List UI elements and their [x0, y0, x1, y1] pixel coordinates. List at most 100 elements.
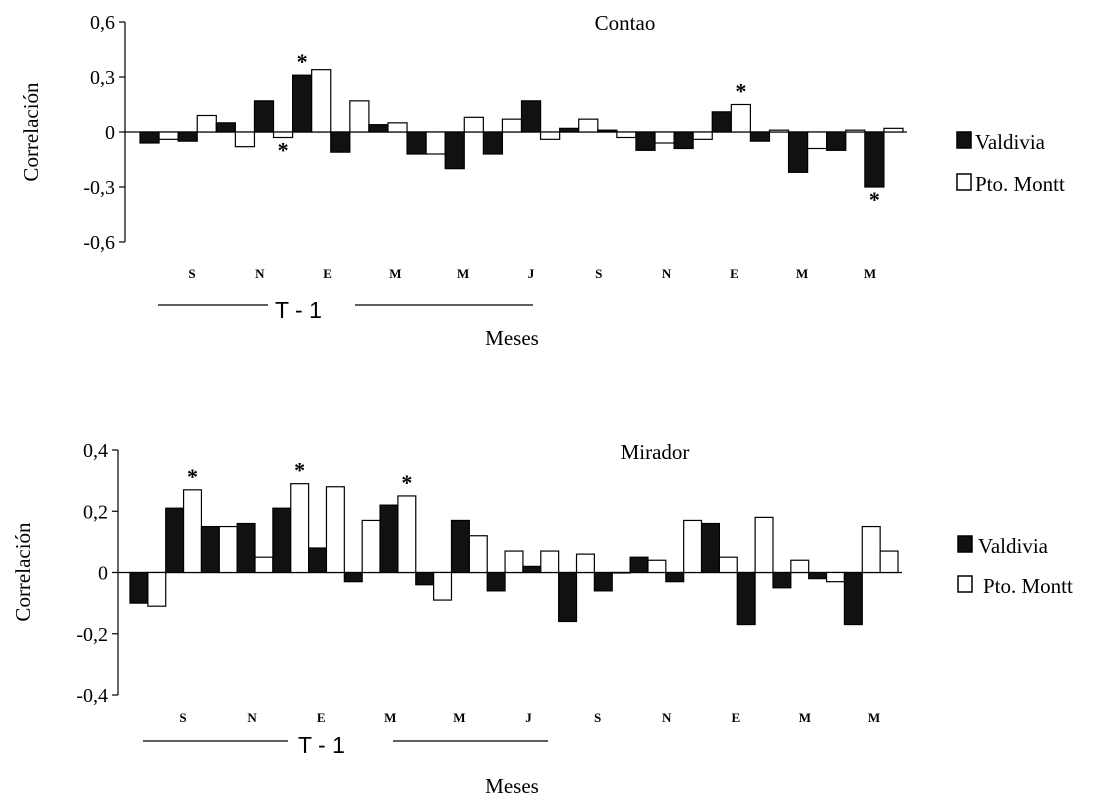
contao-chart: 0,6 0,3 0 -0,3 -0,6 * * * * S N E M M J S N E M M Contao Corr…: [19, 11, 907, 350]
bar-pto-montt: [692, 131, 713, 140]
bar-valdivia: [177, 131, 198, 142]
significance-marker: *: [278, 138, 289, 163]
y-tick-label: 0,6: [90, 12, 115, 34]
bar-valdivia: [635, 131, 656, 151]
month-label: N: [247, 710, 257, 725]
month-label: J: [525, 710, 532, 725]
bar-valdivia: [379, 504, 399, 574]
significance-marker: *: [735, 79, 746, 104]
month-label: M: [384, 710, 396, 725]
legend-swatch-valdivia: [957, 535, 973, 553]
significance-marker: *: [294, 458, 305, 483]
bar-pto-montt: [361, 519, 381, 574]
legend-swatch-pto-montt: [957, 575, 973, 593]
bar-pto-montt: [790, 559, 810, 574]
bar-valdivia: [558, 571, 578, 623]
month-label: M: [799, 710, 811, 725]
month-label: M: [864, 266, 876, 281]
bar-valdivia: [843, 571, 863, 626]
bar-pto-montt: [254, 556, 274, 574]
y-tick-label: 0,3: [90, 67, 115, 89]
month-label: S: [595, 266, 602, 281]
bar-pto-montt: [290, 483, 310, 574]
y-tick-label: 0,4: [83, 440, 108, 462]
month-label: N: [662, 710, 672, 725]
y-tick-label: -0,2: [76, 624, 108, 646]
bar-valdivia: [139, 131, 160, 144]
bar-valdivia: [215, 122, 236, 133]
bar-pto-montt: [463, 116, 484, 133]
bar-pto-montt: [845, 129, 866, 133]
bar-valdivia: [597, 129, 618, 133]
bar-pto-montt: [754, 516, 774, 574]
bar-valdivia: [292, 74, 313, 133]
bar-valdivia: [482, 131, 504, 155]
legend-label-valdivia: Valdivia: [978, 534, 1049, 558]
bar-pto-montt: [272, 131, 294, 139]
bar-pto-montt: [501, 118, 523, 133]
bar-pto-montt: [311, 69, 332, 133]
month-label: E: [730, 266, 739, 281]
bar-pto-montt: [147, 571, 167, 607]
bar-pto-montt: [539, 131, 561, 140]
period-label: T - 1: [298, 732, 345, 758]
chart-title: Contao: [595, 11, 656, 35]
bar-pto-montt: [433, 571, 453, 601]
month-label: M: [457, 266, 469, 281]
bar-pto-montt: [218, 525, 238, 574]
y-tick-label: -0,4: [76, 685, 108, 707]
period-label: T - 1: [275, 297, 322, 323]
month-label: M: [389, 266, 401, 281]
bar-pto-montt: [647, 559, 667, 574]
bar-pto-montt: [397, 495, 417, 574]
bar-pto-montt: [575, 553, 595, 574]
bar-valdivia: [253, 100, 275, 133]
bar-pto-montt: [807, 131, 828, 150]
bar-valdivia: [343, 571, 363, 583]
month-label: E: [317, 710, 326, 725]
bar-pto-montt: [611, 571, 631, 574]
significance-marker: *: [401, 470, 412, 495]
bar-pto-montt: [616, 131, 637, 139]
bar-pto-montt: [425, 131, 446, 155]
month-label: S: [594, 710, 601, 725]
bar-pto-montt: [234, 131, 256, 148]
bar-pto-montt: [158, 131, 179, 140]
significance-marker: *: [187, 464, 198, 489]
bar-pto-montt: [325, 486, 345, 574]
mirador-chart: 0,4 0,2 0 -0,2 -0,4 * * * S N E M M J S N E M M Mirador Corr…: [11, 440, 902, 798]
bar-pto-montt: [387, 122, 408, 133]
bar-pto-montt: [768, 129, 790, 133]
bar-valdivia: [808, 571, 828, 580]
bar-valdivia: [236, 522, 256, 574]
bar-valdivia: [711, 111, 732, 133]
legend-label-pto-montt: Pto. Montt: [983, 574, 1073, 598]
bar-valdivia: [864, 131, 885, 188]
y-axis-title: Correlación: [19, 82, 43, 182]
bar-pto-montt: [683, 519, 703, 574]
bar-valdivia: [368, 124, 389, 133]
y-tick-label: -0,3: [83, 177, 115, 199]
bar-valdivia: [520, 100, 542, 133]
bar-pto-montt: [349, 100, 370, 133]
significance-marker: *: [297, 49, 308, 74]
month-label: E: [323, 266, 332, 281]
bar-valdivia: [522, 565, 542, 574]
bar-pto-montt: [883, 127, 904, 133]
x-axis-title: Meses: [485, 326, 539, 350]
bar-valdivia: [772, 571, 792, 589]
bar-valdivia: [826, 131, 847, 151]
bar-pto-montt: [730, 103, 752, 133]
month-label: N: [255, 266, 265, 281]
bar-pto-montt: [654, 131, 675, 144]
y-axis-title: Correlación: [11, 522, 35, 622]
bar-valdivia: [165, 507, 185, 574]
month-label: E: [731, 710, 740, 725]
month-label: M: [868, 710, 880, 725]
bar-valdivia: [200, 525, 220, 574]
bar-valdivia: [450, 519, 470, 574]
bar-valdivia: [673, 131, 694, 150]
bar-valdivia: [330, 131, 351, 153]
month-label: M: [453, 710, 465, 725]
